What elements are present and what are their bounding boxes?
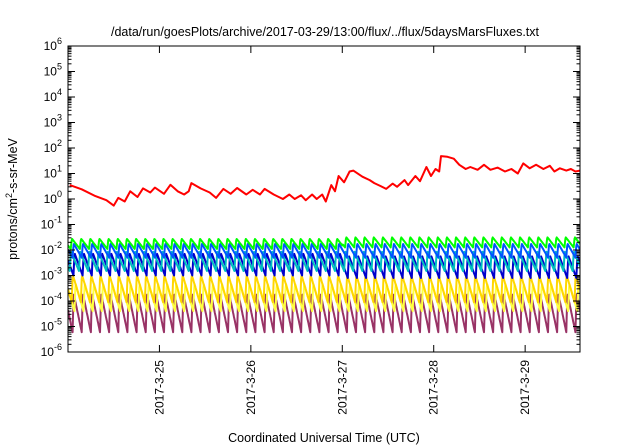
series-line xyxy=(68,274,580,304)
x-axis-label: Coordinated Universal Time (UTC) xyxy=(228,431,420,445)
y-label-tail: -s-sr-MeV xyxy=(6,137,20,193)
y-label-main: protons/cm xyxy=(6,198,20,260)
y-tick-label: 10-6 xyxy=(41,342,62,359)
y-axis-label: protons/cm2-s-sr-MeV xyxy=(4,137,20,259)
chart-title: /data/run/goesPlots/archive/2017-03-29/1… xyxy=(111,25,540,39)
y-tick-label: 102 xyxy=(44,138,62,155)
series-line xyxy=(68,250,580,272)
x-tick-label: 2017-3-27 xyxy=(335,360,349,415)
y-tick-label: 10-1 xyxy=(41,215,62,232)
y-tick-label: 10-4 xyxy=(41,291,62,308)
series-line xyxy=(68,236,580,250)
y-tick-label: 104 xyxy=(44,87,62,104)
series-layer xyxy=(68,155,580,334)
x-axis: 2017-3-25 2017-3-26 2017-3-27 2017-3-28 2017… xyxy=(152,46,532,415)
x-tick-label: 2017-3-25 xyxy=(152,360,166,415)
y-label-superscript: 2 xyxy=(4,193,14,198)
y-tick-label: 10-3 xyxy=(41,266,62,283)
y-tick-label: 101 xyxy=(44,164,62,181)
y-tick-label: 105 xyxy=(44,62,62,79)
y-tick-label: 103 xyxy=(44,113,62,130)
y-axis: 10-6 10-5 10-4 10-3 10-2 10-1 100 101 102 103 104 1… xyxy=(41,36,580,359)
series-line xyxy=(69,155,580,207)
y-tick-label: 10-2 xyxy=(41,240,62,257)
series-line xyxy=(68,252,580,279)
y-tick-label: 100 xyxy=(44,189,62,206)
series-line xyxy=(68,243,580,259)
y-tick-label: 10-5 xyxy=(41,317,62,334)
y-tick-label: 106 xyxy=(44,36,62,53)
x-tick-label: 2017-3-28 xyxy=(427,360,441,415)
x-tick-label: 2017-3-29 xyxy=(518,360,532,415)
x-tick-label: 2017-3-26 xyxy=(244,360,258,415)
